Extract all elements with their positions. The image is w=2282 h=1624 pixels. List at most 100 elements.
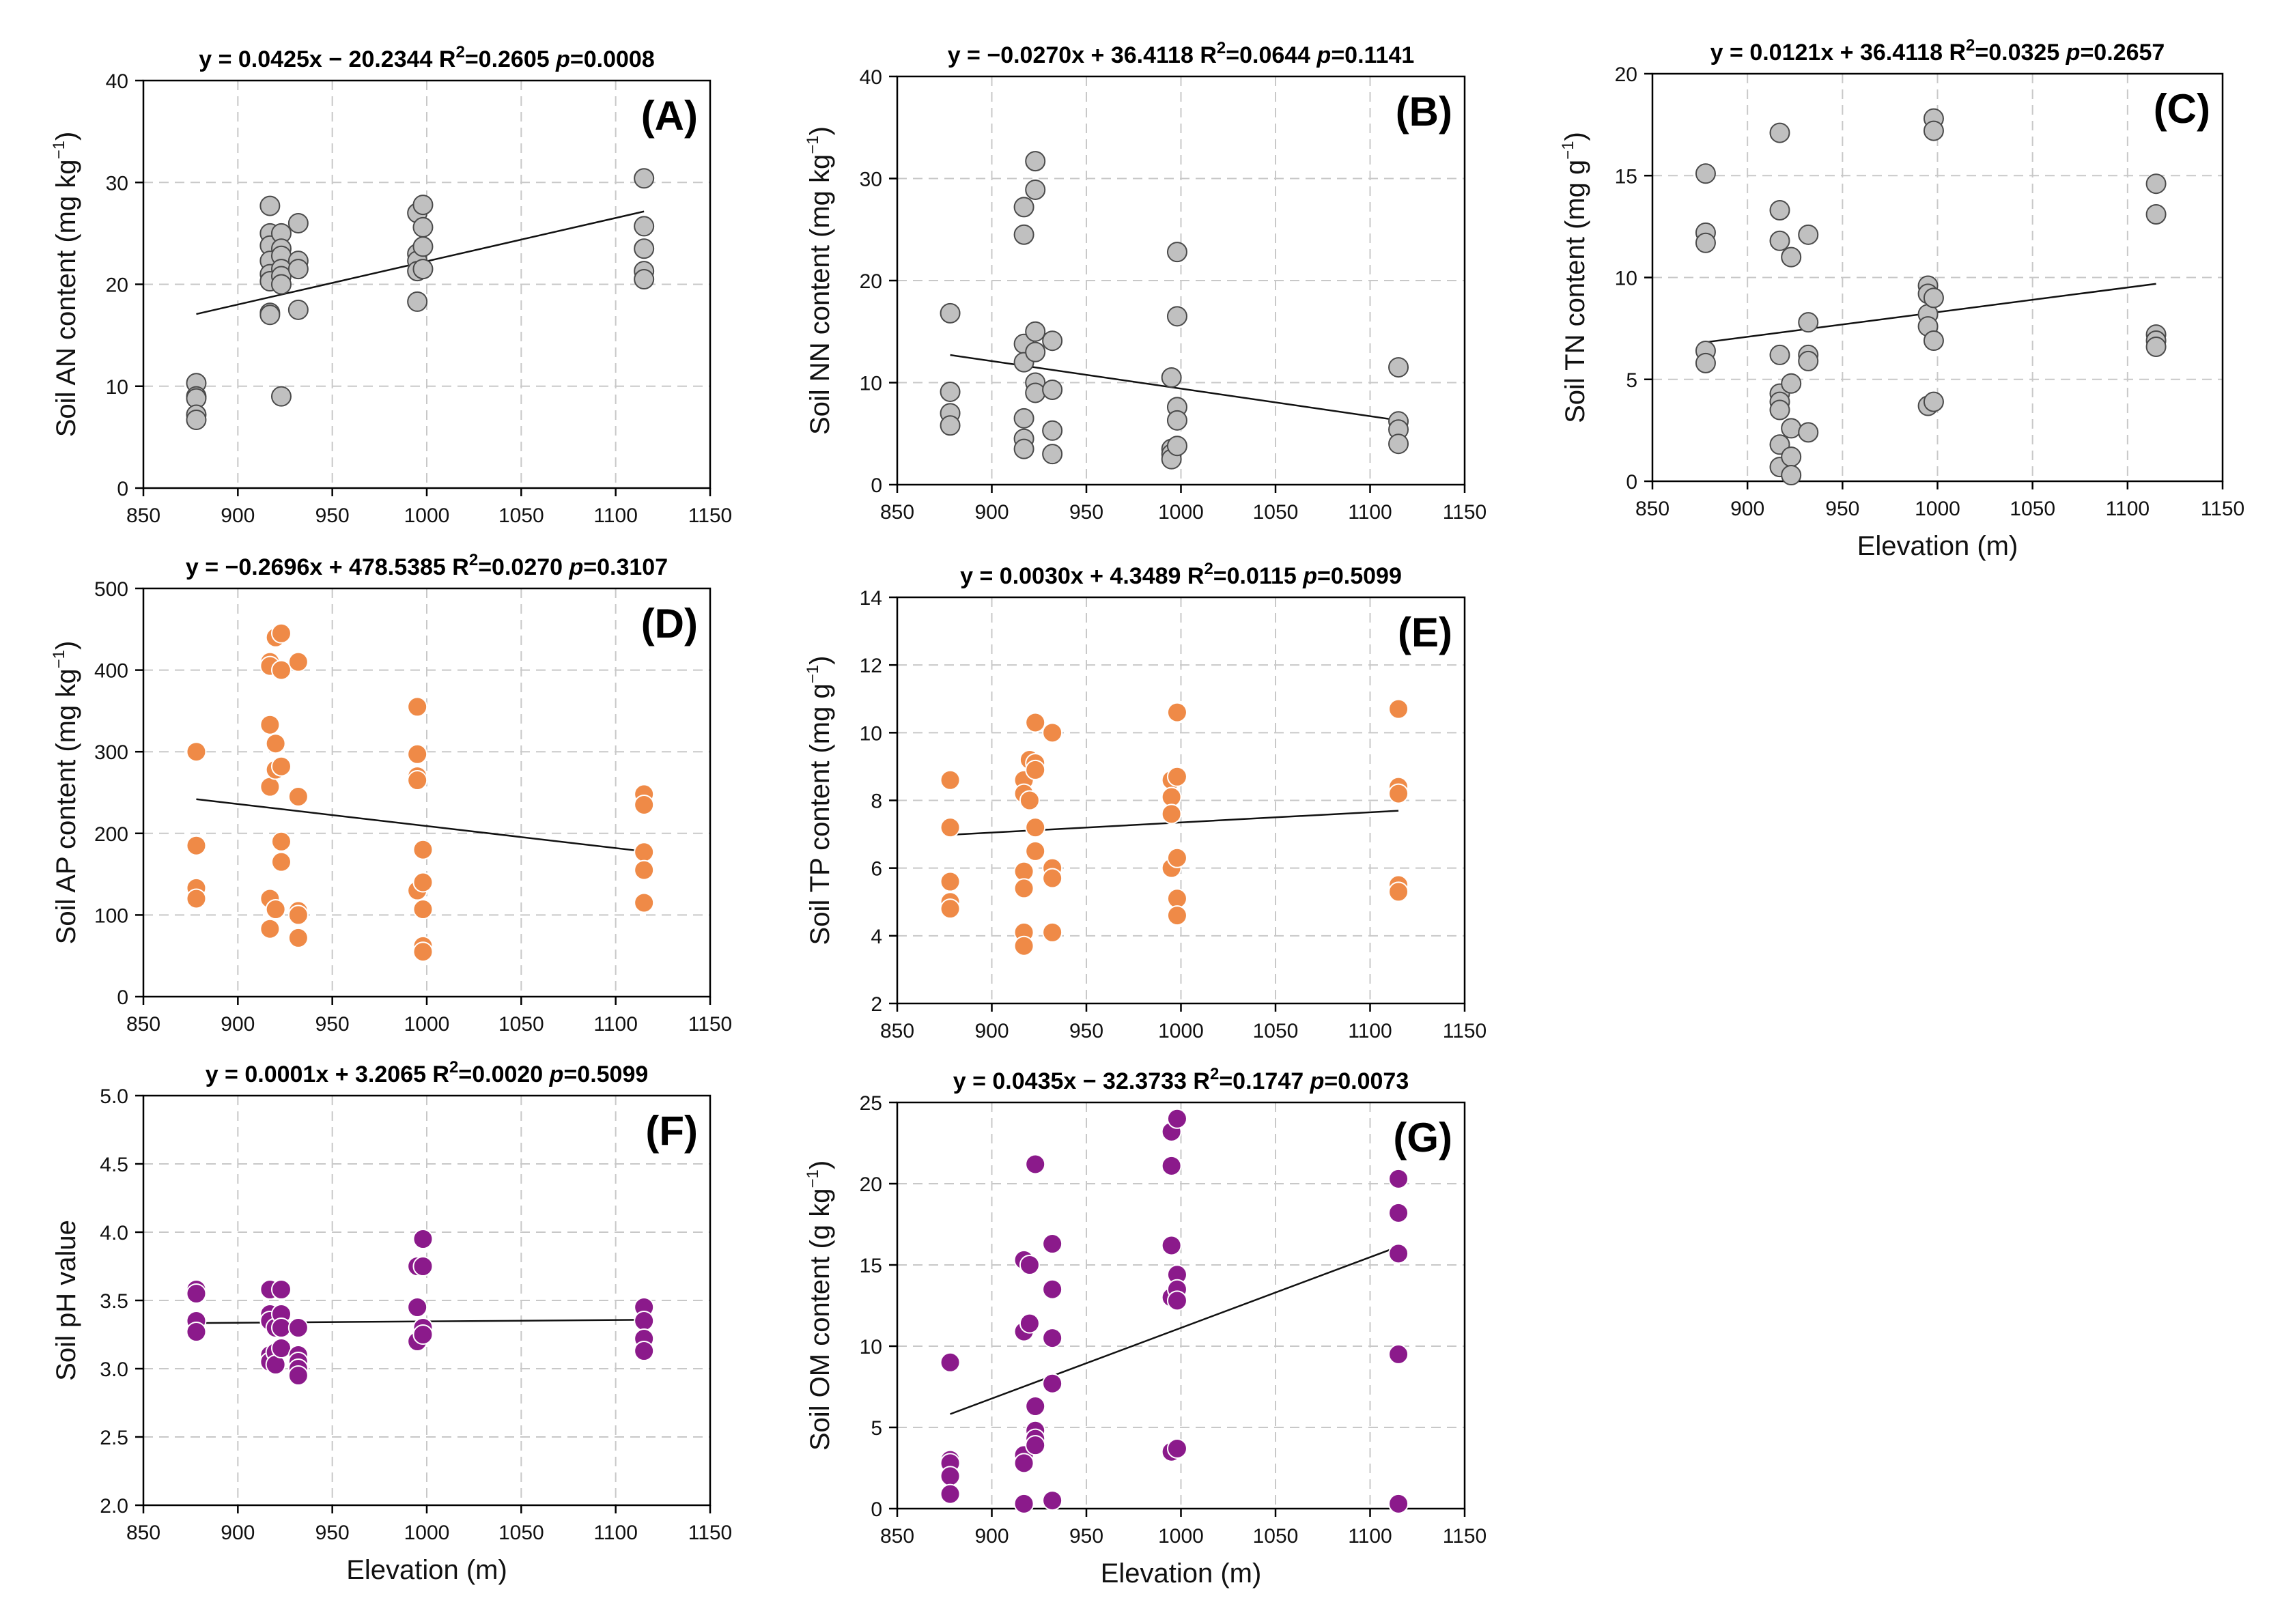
title-text: =0.0073 <box>1324 1068 1409 1094</box>
data-point <box>287 212 309 233</box>
data-point <box>412 1256 434 1277</box>
data-point <box>287 299 309 320</box>
data-point <box>1166 1290 1187 1311</box>
y-tick-label: 6 <box>871 858 882 881</box>
y-axis-label-text: ) <box>805 1160 835 1169</box>
data-point <box>1161 803 1182 825</box>
y-axis-label-text: Soil TN content (mg g <box>1560 160 1590 423</box>
y-axis-label-superscript: −1 <box>50 650 68 668</box>
x-tick-label: 950 <box>1069 1525 1103 1548</box>
data-point <box>1923 120 1944 141</box>
chart-title: y = 0.0425x − 20.2344 R2=0.2605 p=0.0008 <box>199 43 655 72</box>
data-point <box>186 835 207 856</box>
panel-g: 850 900 950 1000 1050 1100 1150 0 5 10 15 20 25 y = 0… <box>804 1065 1487 1589</box>
data-point <box>412 195 434 216</box>
x-tick-label: 1000 <box>404 1522 450 1544</box>
x-tick-label: 900 <box>221 504 255 527</box>
data-point <box>265 899 286 920</box>
data-point <box>287 904 309 926</box>
data-point <box>407 770 428 791</box>
data-point <box>186 741 207 763</box>
data-point <box>1019 1313 1040 1334</box>
data-point <box>1161 367 1182 388</box>
x-tick-label: 1050 <box>498 1013 544 1036</box>
y-axis-label-text: Soil AP content (mg kg <box>51 668 81 944</box>
data-point <box>259 918 281 939</box>
x-tick-label: 1150 <box>688 504 733 527</box>
y-tick-label: 40 <box>860 66 882 89</box>
x-axis-label: Elevation (m) <box>1857 531 2018 561</box>
data-point <box>1166 306 1187 327</box>
y-axis-label-superscript: −1 <box>50 141 68 159</box>
data-point <box>1025 759 1046 780</box>
data-point <box>270 623 292 644</box>
x-tick-label: 1050 <box>1253 1525 1299 1548</box>
data-point <box>287 259 309 280</box>
data-point <box>1025 1435 1046 1456</box>
x-tick-label: 1100 <box>593 1522 638 1544</box>
x-tick-label: 850 <box>880 501 914 524</box>
y-axis-label: Soil pH value <box>51 1220 81 1381</box>
x-tick-label: 950 <box>1069 501 1103 524</box>
y-tick-label: 8 <box>871 790 882 813</box>
x-tick-label: 1050 <box>2010 498 2055 520</box>
x-tick-label: 900 <box>974 1525 1009 1548</box>
data-point <box>1166 766 1187 787</box>
data-point <box>1013 878 1034 899</box>
data-point <box>1388 1243 1409 1264</box>
title-superscript: 2 <box>1217 39 1226 57</box>
data-point <box>1781 373 1802 394</box>
y-tick-label: 5 <box>1626 369 1637 392</box>
title-text: y = −0.2696x + 478.5385 R <box>186 554 469 580</box>
data-point <box>1019 1255 1040 1275</box>
data-point <box>1388 881 1409 902</box>
data-point <box>634 216 655 237</box>
data-point <box>1695 163 1716 184</box>
data-point <box>1769 230 1790 251</box>
y-tick-label: 500 <box>94 578 128 601</box>
title-text: y = 0.0001x + 3.2065 R <box>206 1062 449 1087</box>
data-point <box>287 1317 309 1338</box>
title-superscript: 2 <box>455 43 464 61</box>
data-point <box>634 168 655 189</box>
y-tick-label: 30 <box>860 169 882 191</box>
y-tick-label: 100 <box>94 904 128 927</box>
data-point <box>407 1297 428 1317</box>
panel-f: 850 900 950 1000 1050 1100 1150 2.0 2.5 3.0 3.5 4.0… <box>51 1058 732 1585</box>
title-text: =0.5099 <box>1317 563 1402 589</box>
y-tick-label: 0 <box>1626 471 1637 494</box>
data-point <box>412 899 434 920</box>
y-axis-label-text: Soil NN content (mg kg <box>805 154 835 435</box>
x-tick-label: 1000 <box>1158 1525 1204 1548</box>
y-tick-label: 10 <box>860 373 882 395</box>
data-point <box>265 733 286 754</box>
data-point <box>270 1279 292 1300</box>
y-axis-label-text: ) <box>1560 132 1590 141</box>
x-tick-label: 850 <box>126 1013 160 1036</box>
title-superscript: 2 <box>1966 36 1975 55</box>
title-text: y = 0.0425x − 20.2344 R <box>199 46 455 72</box>
y-axis-label-text: Soil AN content (mg kg <box>51 159 81 437</box>
data-point <box>270 659 292 681</box>
data-point <box>1923 287 1944 309</box>
x-tick-label: 850 <box>126 1522 160 1544</box>
x-tick-label: 1050 <box>498 504 544 527</box>
data-point <box>1025 1154 1046 1175</box>
data-point <box>1781 246 1802 268</box>
data-point <box>1161 1155 1182 1176</box>
data-point <box>1166 1108 1187 1129</box>
data-point <box>1013 1493 1034 1514</box>
y-tick-label: 3.5 <box>100 1290 128 1313</box>
data-point <box>1166 436 1187 457</box>
data-point <box>940 1352 961 1373</box>
y-tick-label: 2.5 <box>100 1427 128 1449</box>
y-axis-label: Soil TP content (mg g−1) <box>804 656 835 945</box>
data-point <box>1166 410 1187 431</box>
data-point <box>940 817 961 838</box>
x-tick-label: 1000 <box>1158 1020 1204 1042</box>
title-p-symbol: p <box>1302 563 1317 589</box>
data-point <box>634 1341 655 1361</box>
data-point <box>1161 1235 1182 1256</box>
data-point <box>2145 336 2167 357</box>
